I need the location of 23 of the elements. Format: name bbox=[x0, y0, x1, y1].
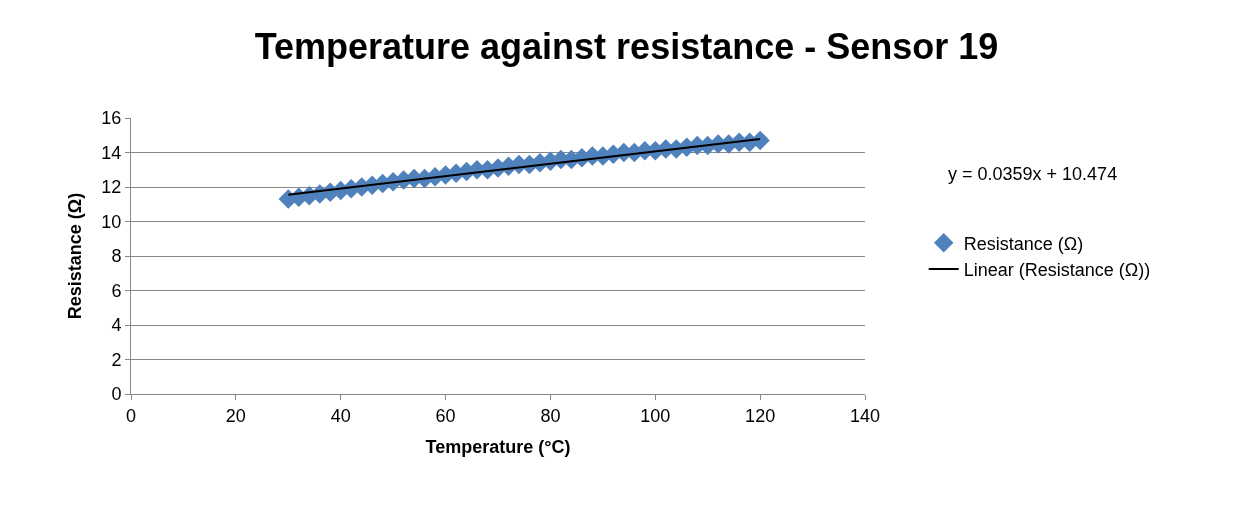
x-tick-label: 140 bbox=[849, 405, 881, 426]
y-tick-label: 4 bbox=[111, 315, 122, 336]
text: y = 0.0359x + 10.474 bbox=[948, 164, 1118, 184]
y-tick-label: 8 bbox=[111, 246, 122, 267]
y-axis-title: Resistance (Ω) bbox=[64, 192, 85, 320]
x-tick-label: 40 bbox=[330, 405, 351, 426]
y-tick-label: 14 bbox=[101, 142, 122, 163]
y-tick-label: 0 bbox=[111, 384, 122, 405]
y-tick-label: 10 bbox=[101, 211, 122, 232]
x-tick-label: 20 bbox=[225, 405, 246, 426]
x-tick-label: 60 bbox=[435, 405, 456, 426]
x-tick-label: 100 bbox=[640, 405, 671, 426]
x-axis-title: Temperature (°C) bbox=[425, 436, 571, 457]
y-tick-label: 6 bbox=[111, 280, 122, 301]
y-tick-label: 12 bbox=[101, 177, 122, 198]
chart-title: Temperature against resistance - Sensor 19 bbox=[254, 25, 999, 67]
legend-label: Linear (Resistance (Ω)) bbox=[963, 260, 1151, 281]
legend-label: Resistance (Ω) bbox=[963, 233, 1084, 254]
x-tick-label: 0 bbox=[125, 405, 137, 426]
x-tick-label: 120 bbox=[745, 405, 776, 426]
y-tick-label: 16 bbox=[101, 108, 122, 129]
x-tick-label: 80 bbox=[540, 405, 561, 426]
y-tick-label: 2 bbox=[111, 349, 122, 370]
